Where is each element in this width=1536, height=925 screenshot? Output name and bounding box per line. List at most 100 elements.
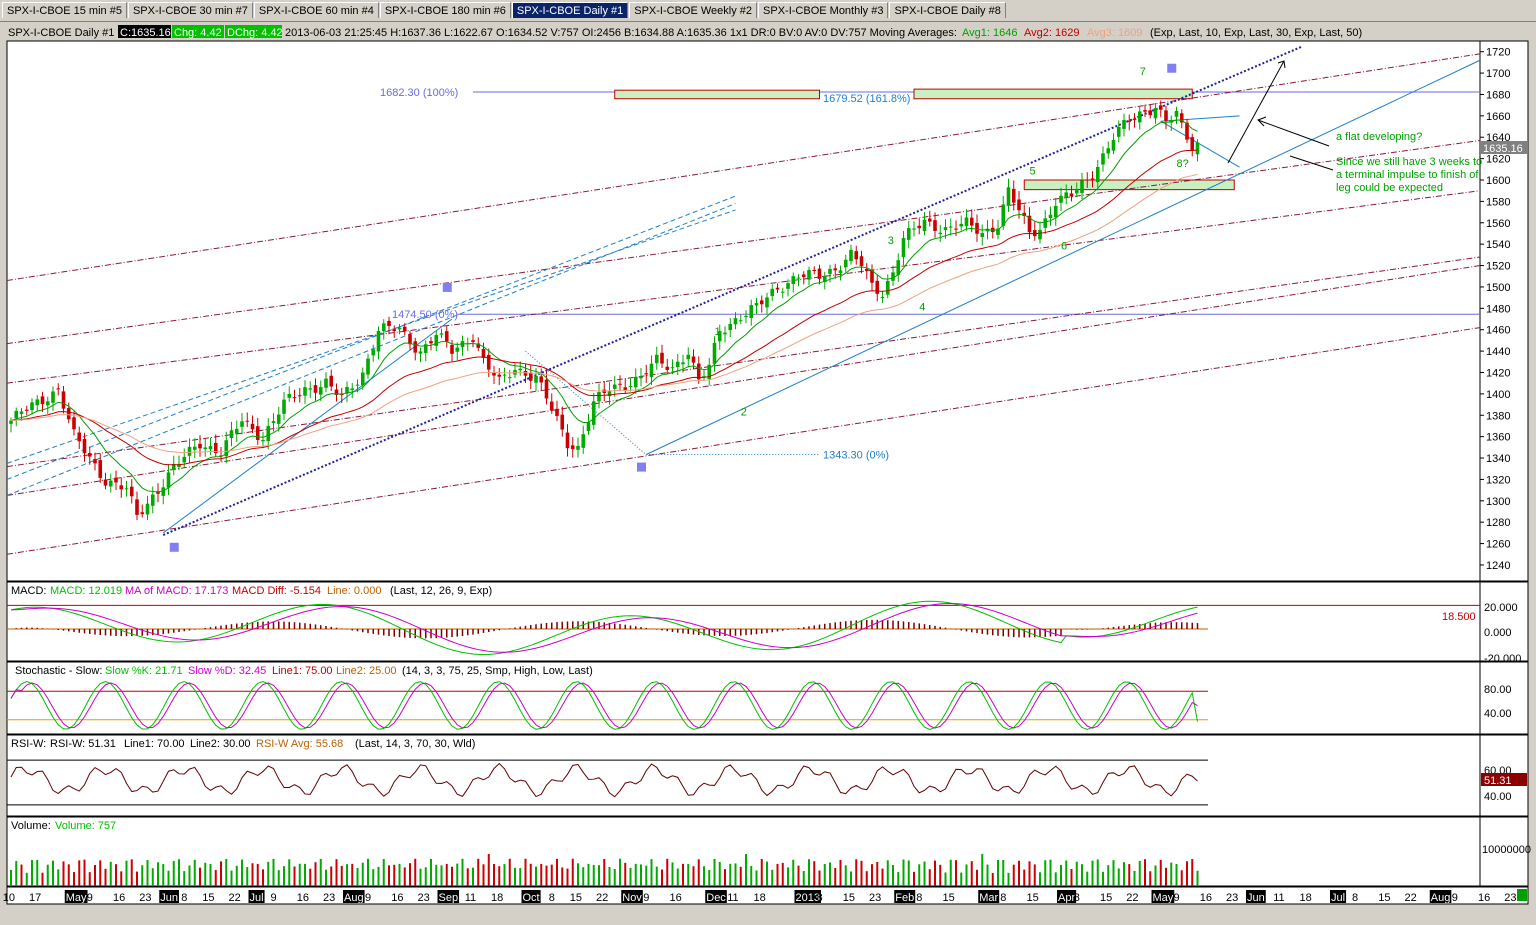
candle — [733, 312, 738, 330]
chart-header: SPX-I-CBOE Daily #1 C:1635.16 Chg: 4.42 … — [8, 25, 1362, 39]
annotations: 1682.30 (100%) 1679.52 (161.8%) 1474.50 (0… — [380, 60, 1482, 462]
price-tick: 1380 — [1486, 410, 1510, 422]
macd-tick-top: 20.000 — [1484, 602, 1518, 614]
candle — [366, 353, 370, 379]
macd-line — [10, 600, 1198, 655]
fib-label-1474: 1474.50 (0%) — [392, 309, 458, 321]
time-tick-label: 23 — [418, 892, 430, 904]
time-tick-label: 23 — [869, 892, 881, 904]
candle — [534, 368, 538, 392]
candle — [885, 274, 890, 299]
candle — [686, 347, 691, 368]
stoch-line2: Line2: 25.00 — [336, 665, 397, 677]
candle — [1137, 105, 1142, 130]
channel-line-6 — [6, 190, 1481, 384]
tab-6[interactable]: SPX-I-CBOE Weekly #2 — [629, 2, 758, 18]
candle — [1038, 221, 1042, 244]
candle — [261, 431, 265, 449]
candle — [1185, 118, 1189, 144]
time-tick-label: 22 — [596, 892, 608, 904]
candle — [19, 407, 24, 421]
time-tick-label: 11 — [465, 892, 476, 904]
candle — [497, 367, 502, 386]
candle — [660, 344, 664, 368]
time-tick-label: 15 — [570, 892, 582, 904]
time-tick-label: 15 — [1027, 892, 1039, 904]
time-tick-label: 2013 — [796, 892, 820, 904]
candle — [639, 367, 643, 387]
time-tick-label: Jul — [250, 892, 264, 904]
candle — [324, 372, 328, 393]
price-chart[interactable]: SPX-I-CBOE Daily #1 C:1635.16 Chg: 4.42 … — [0, 21, 1536, 925]
header-symbol: SPX-I-CBOE Daily #1 — [8, 27, 114, 39]
time-tick-label: 18 — [1300, 892, 1312, 904]
candle — [728, 317, 733, 337]
tab-4[interactable]: SPX-I-CBOE 180 min #6 — [379, 2, 511, 18]
time-tick-label: Mar — [979, 892, 998, 904]
trendline-2 — [162, 318, 453, 534]
tab-5[interactable]: SPX-I-CBOE Daily #1 — [511, 2, 629, 18]
candle — [901, 231, 906, 266]
time-tick-label: 9 — [365, 892, 371, 904]
candle — [555, 400, 559, 422]
wave-label-4: 4 — [919, 301, 925, 313]
price-tick: 1360 — [1486, 432, 1510, 444]
macd-panel — [6, 581, 1481, 662]
volume-title: Volume: — [11, 820, 51, 832]
macd-axis-panel — [1479, 581, 1529, 662]
candle — [875, 274, 880, 302]
tab-7[interactable]: SPX-I-CBOE Monthly #3 — [758, 2, 889, 18]
wave-label-6: 6 — [1061, 241, 1067, 253]
ma-avg1-line — [10, 119, 1198, 493]
time-tick-label: 15 — [1378, 892, 1390, 904]
tab-8[interactable]: SPX-I-CBOE Daily #8 — [889, 2, 1006, 18]
time-tick-label: 15 — [202, 892, 214, 904]
stochastic-axis-panel — [1479, 661, 1529, 735]
time-tick-label: Jul — [1331, 892, 1345, 904]
zigzag-line — [525, 350, 647, 456]
time-tick-label: 8 — [181, 892, 187, 904]
time-tick-label: Apr — [1058, 892, 1075, 904]
candle — [523, 363, 528, 384]
ma-avg2-line — [10, 149, 1198, 466]
candle — [423, 340, 428, 362]
candle — [675, 354, 680, 375]
time-tick-label: 9 — [1174, 892, 1180, 904]
macd-tick-bottom: -20.000 — [1484, 653, 1521, 665]
candle — [507, 370, 512, 384]
arrow-annotation-1 — [1257, 119, 1330, 147]
dashed-channel-3 — [6, 209, 736, 464]
candle — [156, 483, 160, 503]
macd-diff-value: MACD Diff: -5.154 — [232, 585, 321, 597]
candle — [402, 323, 407, 336]
tab-3[interactable]: SPX-I-CBOE 60 min #4 — [253, 2, 379, 18]
time-tick-label: 8 — [1074, 892, 1080, 904]
candle — [455, 342, 460, 361]
candle — [135, 491, 139, 521]
macd-params: (Last, 12, 26, 9, Exp) — [390, 585, 492, 597]
volume-axis-panel — [1479, 816, 1529, 887]
candle — [744, 310, 748, 324]
volume-panel — [6, 816, 1481, 887]
candle — [129, 479, 134, 504]
tab-1[interactable]: SPX-I-CBOE 15 min #5 — [2, 2, 127, 18]
time-axis: 10 17 May 9 16 23 Jun 8 15 22 Jul 9 16 23 Aug 9 16 23 Sep 1… — [3, 890, 1517, 904]
scroll-right-button[interactable] — [1517, 889, 1527, 901]
candle — [948, 218, 953, 236]
price-tick: 1280 — [1486, 517, 1510, 529]
candle — [119, 478, 124, 498]
candle — [770, 284, 775, 302]
stoch-tick-40: 40.00 — [1484, 708, 1512, 720]
header-ma-params: (Exp, Last, 10, Exp, Last, 30, Exp, Last… — [1150, 27, 1362, 39]
candle — [1148, 105, 1153, 119]
macd-plot — [7, 600, 1480, 655]
time-tick-label: 8 — [549, 892, 555, 904]
time-tick-label: 11 — [1273, 892, 1284, 904]
candle — [24, 405, 29, 416]
tab-2[interactable]: SPX-I-CBOE 30 min #7 — [127, 2, 253, 18]
candle — [1132, 113, 1137, 128]
candle — [1127, 114, 1132, 131]
time-tick-label: 18 — [754, 892, 766, 904]
price-tick: 1440 — [1486, 346, 1510, 358]
candle — [392, 325, 397, 338]
